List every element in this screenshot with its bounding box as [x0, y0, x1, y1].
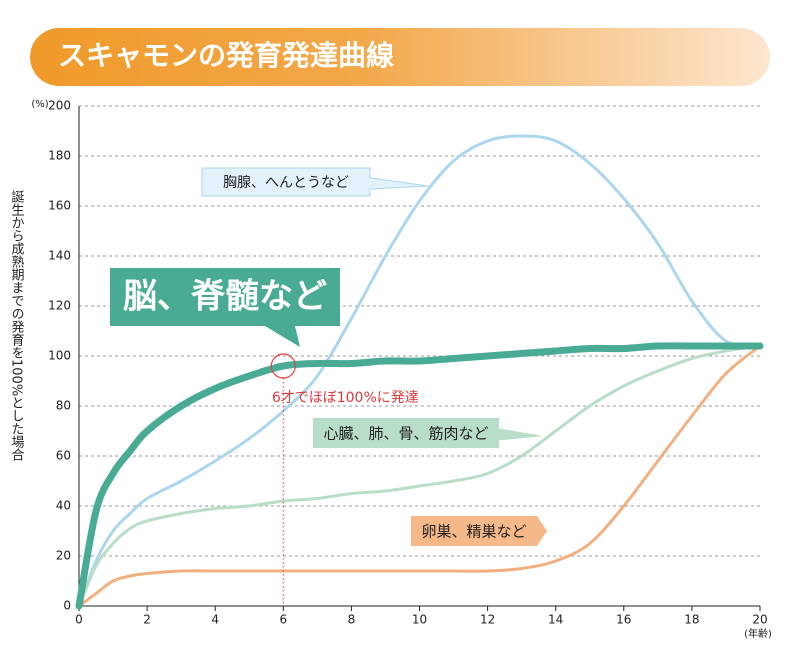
y-axis-label: 誕生から成熟期までの発育を100%とした場合 — [9, 190, 25, 462]
x-tick-label: 18 — [684, 613, 699, 627]
y-unit: (%) — [31, 99, 48, 110]
x-tick-label: 16 — [616, 613, 631, 627]
chart-title: スキャモンの発育発達曲線 — [58, 39, 394, 72]
y-tick-label: 100 — [48, 349, 71, 363]
x-tick-label: 2 — [143, 613, 151, 627]
series-line — [77, 134, 762, 608]
series-label: 心臓、肺、骨、筋肉など — [323, 425, 488, 443]
x-tick-label: 4 — [211, 613, 219, 627]
callout-box — [411, 516, 547, 546]
y-tick-label: 0 — [63, 599, 71, 613]
annotation: 6才でほぼ100%に発達 — [272, 390, 419, 406]
series-label: 卵巣、精巣など — [421, 523, 526, 541]
x-tick-label: 6 — [279, 613, 287, 627]
y-tick-label: 180 — [48, 149, 71, 163]
callout-box — [201, 167, 429, 197]
title-banner — [30, 28, 770, 86]
y-tick-label: 120 — [48, 299, 71, 313]
y-tick-label: 140 — [48, 249, 71, 263]
series-line — [77, 344, 762, 608]
annotation-circle — [270, 353, 296, 379]
x-tick-label: 12 — [480, 613, 495, 627]
x-tick-label: 14 — [548, 613, 563, 627]
x-tick-label: 8 — [348, 613, 356, 627]
series-line — [75, 342, 764, 610]
y-tick-label: 80 — [56, 399, 71, 413]
y-tick-label: 160 — [48, 199, 71, 213]
x-tick-label: 0 — [75, 613, 83, 627]
callout-box — [313, 418, 543, 448]
y-tick-label: 20 — [56, 549, 71, 563]
x-tick-label: 20 — [752, 613, 767, 627]
x-tick-label: 10 — [412, 613, 427, 627]
y-tick-label: 60 — [56, 449, 71, 463]
series-label: 胸腺、へんとうなど — [223, 175, 349, 191]
y-tick-label: 40 — [56, 499, 71, 513]
callout-box — [110, 268, 340, 347]
x-unit: (年齢) — [744, 627, 772, 640]
series-line — [77, 344, 762, 608]
y-tick-label: 200 — [48, 99, 71, 113]
series-label: 脳、脊髄など — [123, 277, 327, 317]
